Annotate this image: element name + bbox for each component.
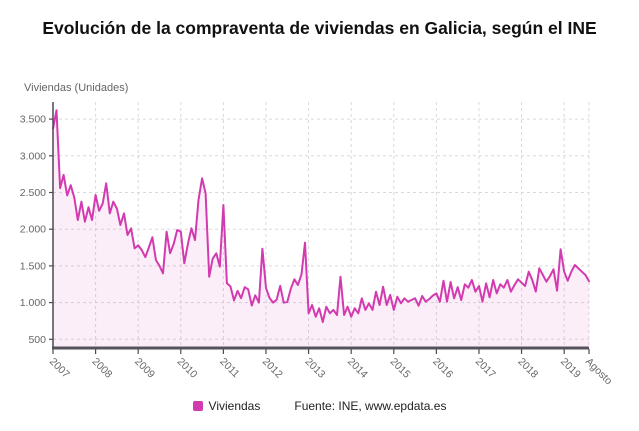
x-tick-label: 2016 — [430, 356, 455, 381]
y-tick-label: 2.500 — [20, 187, 46, 199]
x-tick-label: 2013 — [302, 356, 327, 381]
x-tick-label: 2007 — [47, 356, 72, 381]
y-tick-label: 1.500 — [20, 260, 46, 272]
chart-title: Evolución de la compraventa de viviendas… — [42, 18, 597, 38]
legend-label: Viviendas — [208, 399, 261, 413]
x-tick-label: 2015 — [388, 356, 413, 381]
x-tick-label: 2008 — [89, 356, 114, 381]
x-tick-label: 2018 — [515, 356, 540, 381]
y-tick-label: 500 — [28, 334, 46, 346]
x-tick-label: 2012 — [260, 356, 285, 381]
series-area — [53, 110, 589, 348]
chart-plot-area: 500 1.000 1.500 2.000 2.500 3.000 3.500 2007 200… — [20, 102, 615, 388]
y-tick-label: 2.000 — [20, 224, 46, 236]
series-line — [52, 109, 590, 323]
x-tick-label: Agosto — [583, 356, 615, 388]
legend-item-viviendas[interactable]: Viviendas — [192, 399, 261, 413]
source-text: Fuente: INE, www.epdata.es — [294, 399, 447, 413]
legend-row: Viviendas Fuente: INE, www.epdata.es — [0, 399, 639, 413]
x-tick-label: 2017 — [473, 356, 498, 381]
x-tick-label: 2011 — [217, 356, 242, 381]
x-tick-label: 2019 — [558, 356, 583, 381]
y-tick-label: 1.000 — [20, 297, 46, 309]
x-tick-label: 2014 — [345, 356, 370, 381]
y-tick-label: 3.500 — [20, 114, 46, 126]
x-tick-label: 2010 — [175, 356, 200, 381]
y-axis-unit-label: Viviendas (Unidades) — [24, 82, 129, 94]
x-tick-label: 2009 — [132, 356, 157, 381]
y-tick-label: 3.000 — [20, 150, 46, 162]
legend-swatch-viviendas — [192, 401, 203, 411]
